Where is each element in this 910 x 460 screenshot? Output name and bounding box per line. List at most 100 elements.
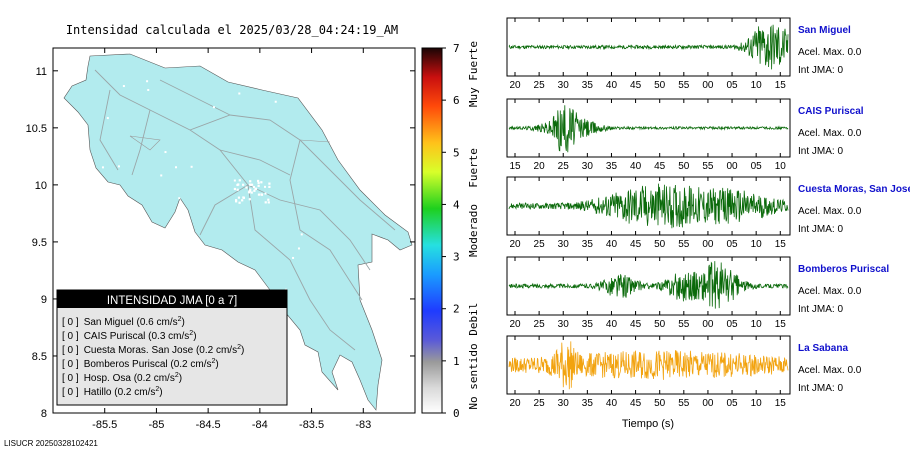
town-dot [245, 186, 248, 189]
town-dot [248, 189, 251, 193]
waveform-trace [508, 24, 789, 70]
town-dot [122, 85, 125, 88]
town-dot [254, 187, 258, 190]
waveform-tick-label: 55 [702, 161, 714, 172]
legend-item: [ 0 ] Cuesta Moras. San Jose (0.2 cm/s2) [62, 344, 244, 356]
town-dot [106, 117, 109, 120]
waveform-tick-label: 15 [775, 319, 787, 330]
waveform-tick-label: 00 [726, 161, 738, 172]
map-road [99, 89, 119, 171]
colorbar-tick-label: 1 [453, 355, 460, 368]
colorbar-tick-label: 6 [453, 94, 460, 107]
legend-item: [ 0 ] San Miguel (0.6 cm/s2) [62, 316, 185, 328]
waveform-tick-label: 50 [654, 239, 666, 250]
town-dot [235, 200, 238, 203]
town-dot [253, 189, 256, 192]
map-xtick-label: -83 [355, 419, 371, 431]
colorbar-gradient [421, 47, 443, 414]
waveform-tick-label: 35 [582, 80, 594, 91]
colorbar-tick-label: 2 [453, 303, 460, 316]
town-dot [255, 85, 258, 88]
map-road [199, 184, 249, 236]
town-dot [247, 191, 251, 194]
waveform-tick-label: 45 [630, 398, 642, 409]
town-dot [264, 201, 267, 204]
waveform-tick-label: 45 [630, 239, 642, 250]
waveform-panel: 20 25 30 35 40 45 50 55 00 05 10 15 Bomberos Purisca… [506, 256, 889, 330]
town-dot [268, 185, 271, 188]
waveform-tick-label: 30 [582, 161, 594, 172]
map-ytick-label: 9 [41, 294, 47, 306]
station-int: Int JMA: 0 [798, 146, 843, 157]
legend-item: [ 0 ] Bomberos Puriscal (0.2 cm/s2) [62, 358, 219, 370]
town-dot [238, 179, 241, 182]
map-ytick-label: 10.5 [26, 123, 47, 135]
legend-item-label: San Miguel (0.6 cm/s [84, 317, 178, 328]
town-dot [237, 196, 241, 199]
station-acel: Acel. Max. 0.0 [798, 286, 862, 297]
station-name: Cuesta Moras, San Jose [798, 184, 910, 195]
legend-item: [ 0 ] CAIS Puriscal (0.3 cm/s2) [62, 330, 197, 342]
waveform-tick-label: 30 [558, 319, 570, 330]
town-dot [257, 193, 261, 196]
legend-item-value: [ 0 ] [62, 345, 79, 356]
town-dot [248, 198, 251, 201]
station-acel: Acel. Max. 0.0 [798, 206, 862, 217]
waveform-trace [508, 261, 789, 309]
legend-item-value: [ 0 ] [62, 331, 79, 342]
station-int: Int JMA: 0 [798, 383, 843, 394]
legend-item-value: [ 0 ] [62, 387, 79, 398]
waveform-trace [508, 183, 789, 229]
waveform-tick-label: 00 [702, 398, 714, 409]
colorbar-category: Fuerte [467, 148, 480, 188]
figure-title: Intensidad calculada el 2025/03/28_04:24… [66, 23, 398, 37]
waveform-tick-label: 25 [534, 80, 546, 91]
waveform-tick-label: 30 [558, 239, 570, 250]
waveform-tick-label: 05 [726, 239, 738, 250]
waveform-tick-label: 40 [606, 398, 618, 409]
colorbar-category: No sentido [467, 343, 480, 409]
waveform-trace [508, 341, 789, 390]
waveform-tick-label: 25 [534, 398, 546, 409]
waveform-panels: 20 25 30 35 40 45 50 55 00 05 10 15 San Miguel Acel. … [506, 17, 910, 409]
intensity-colorbar: 7 6 5 4 3 2 1 0 Muy Fuerte Fuerte Moderado Debil No… [421, 41, 480, 420]
town-dot [164, 151, 167, 154]
town-dot [236, 188, 239, 191]
waveform-trace [508, 105, 789, 153]
waveform-tick-label: 35 [606, 161, 618, 172]
legend-item-sup: 2 [212, 358, 216, 365]
town-dot [256, 179, 260, 183]
map-xtick-label: -85 [148, 419, 164, 431]
waveform-tick-label: 40 [606, 239, 618, 250]
map-xtick-label: -84.5 [196, 419, 221, 431]
map-roads [129, 135, 331, 151]
waveform-tick-label: 50 [678, 161, 690, 172]
waveform-tick-label: 25 [534, 239, 546, 250]
map-ytick-label: 8 [41, 408, 47, 420]
legend-item-label: Cuesta Moras. San Jose (0.2 cm/s [84, 345, 237, 356]
map-road [219, 149, 291, 176]
map-xtick-label: -85.5 [92, 419, 117, 431]
town-dot [264, 192, 267, 195]
waveform-tick-label: 10 [751, 398, 763, 409]
station-name: Bomberos Puriscal [798, 264, 889, 275]
legend-item-sup: 2 [155, 386, 159, 393]
waveform-tick-label: 20 [509, 80, 521, 91]
waveform-tick-label: 35 [582, 239, 594, 250]
waveform-tick-label: 50 [654, 319, 666, 330]
town-dot [267, 198, 270, 201]
waveform-tick-label: 40 [606, 80, 618, 91]
town-dot [250, 279, 253, 282]
legend-item-end: ) [215, 359, 218, 370]
town-dot [233, 179, 236, 182]
legend-item-sup: 2 [189, 330, 193, 337]
waveform-tick-label: 50 [654, 398, 666, 409]
town-dot [135, 270, 138, 273]
map-road [159, 79, 231, 116]
town-dot [190, 165, 193, 168]
waveform-tick-label: 45 [654, 161, 666, 172]
map-ytick-label: 11 [36, 66, 47, 78]
station-acel: Acel. Max. 0.0 [798, 365, 862, 376]
legend-item-end: ) [182, 317, 185, 328]
colorbar-categories: Muy Fuerte Fuerte Moderado Debil No sentido [467, 41, 480, 410]
